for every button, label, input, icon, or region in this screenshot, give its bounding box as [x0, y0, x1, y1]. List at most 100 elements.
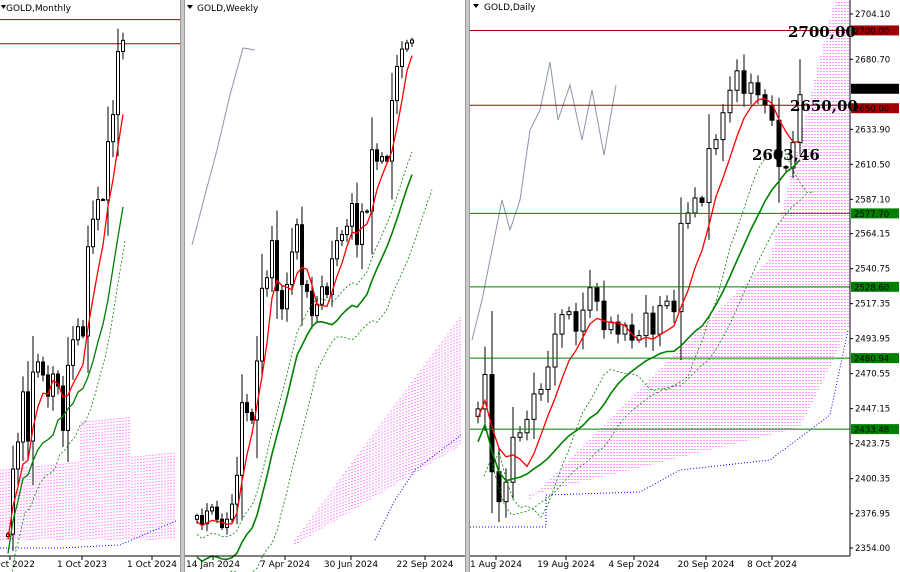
candle[interactable] [678, 222, 684, 313]
candle[interactable] [81, 326, 85, 337]
candle[interactable] [121, 39, 125, 52]
candle[interactable] [210, 506, 214, 512]
candle[interactable] [310, 290, 314, 317]
panel-weekly[interactable]: GOLD,Weekly 14 Jan 2024 7 Apr 2024 30 Jun 2… [185, 0, 465, 572]
candle[interactable] [31, 371, 35, 442]
panel-daily[interactable]: 2704.10 2680.70 2656.83 2650.00 2633.90 2610.… [470, 0, 900, 572]
candle[interactable] [706, 148, 712, 203]
candle[interactable] [195, 514, 199, 520]
candle[interactable] [21, 391, 25, 443]
candle[interactable] [91, 218, 95, 248]
candle[interactable] [275, 240, 279, 292]
candle[interactable] [643, 312, 649, 337]
candle[interactable] [240, 402, 244, 476]
panel-monthly[interactable]: GOLD,Monthly 1 Oct 2022 1 Oct 2023 1 Oct 20… [0, 0, 180, 572]
candle[interactable] [482, 373, 488, 410]
candle[interactable] [650, 312, 656, 335]
candle[interactable] [517, 432, 523, 438]
candle[interactable] [260, 287, 264, 362]
candle[interactable] [106, 141, 110, 201]
candle[interactable] [265, 277, 269, 289]
candle[interactable] [116, 50, 120, 116]
candle[interactable] [370, 149, 374, 212]
candle[interactable] [734, 70, 740, 91]
candle[interactable] [496, 471, 502, 503]
candle[interactable] [375, 149, 379, 162]
candle[interactable] [410, 39, 414, 44]
candle[interactable] [671, 300, 677, 313]
candle[interactable] [692, 197, 698, 214]
candle[interactable] [741, 70, 747, 94]
candle[interactable] [111, 114, 115, 143]
candle[interactable] [587, 287, 593, 311]
candle[interactable] [685, 212, 691, 224]
candle[interactable] [41, 361, 45, 376]
candle[interactable] [355, 203, 359, 245]
candle[interactable] [96, 198, 100, 220]
candle[interactable] [200, 514, 204, 525]
candle[interactable] [783, 166, 789, 169]
candle[interactable] [46, 374, 50, 397]
candle[interactable] [350, 203, 354, 227]
candle[interactable] [489, 373, 495, 473]
candle[interactable] [755, 82, 761, 96]
candle[interactable] [400, 48, 404, 67]
candle[interactable] [390, 100, 394, 162]
candle[interactable] [230, 503, 234, 520]
candle[interactable] [713, 139, 719, 150]
candle[interactable] [305, 284, 309, 292]
candle[interactable] [699, 197, 705, 203]
candle[interactable] [270, 240, 274, 279]
candle[interactable] [559, 314, 565, 335]
candle[interactable] [215, 506, 219, 520]
candle[interactable] [531, 393, 537, 420]
candle[interactable] [552, 333, 558, 368]
candle[interactable] [16, 441, 20, 470]
candle[interactable] [664, 300, 670, 307]
candle[interactable] [594, 287, 600, 302]
candle[interactable] [250, 412, 254, 421]
dropdown-icon[interactable] [187, 5, 193, 9]
candle[interactable] [797, 94, 803, 144]
candle[interactable] [71, 339, 75, 366]
candle[interactable] [285, 284, 289, 310]
candle[interactable] [615, 321, 621, 335]
candle[interactable] [280, 290, 284, 310]
candle[interactable] [205, 510, 209, 525]
candle[interactable] [503, 481, 509, 503]
candle[interactable] [395, 65, 399, 102]
candle[interactable] [510, 436, 516, 483]
candle[interactable] [325, 286, 329, 295]
candle[interactable] [580, 309, 586, 332]
dropdown-icon[interactable] [473, 4, 479, 8]
candle[interactable] [566, 311, 572, 316]
panel-separator[interactable] [465, 0, 470, 572]
candle[interactable] [545, 366, 551, 390]
candle[interactable] [524, 418, 530, 434]
candle[interactable] [235, 474, 239, 505]
candle[interactable] [245, 402, 249, 413]
candle[interactable] [727, 89, 733, 114]
candle[interactable] [380, 156, 384, 162]
panel-separator[interactable] [180, 0, 185, 572]
candle[interactable] [335, 240, 339, 260]
candle[interactable] [61, 385, 65, 431]
candle[interactable] [405, 42, 409, 50]
candle[interactable] [330, 258, 334, 295]
candle[interactable] [340, 234, 344, 242]
candle[interactable] [320, 286, 324, 305]
candle[interactable] [66, 364, 70, 431]
candle[interactable] [601, 300, 607, 331]
candle[interactable] [255, 360, 259, 421]
candle[interactable] [315, 303, 319, 317]
candle[interactable] [290, 251, 294, 286]
candle[interactable] [101, 198, 105, 201]
candle[interactable] [300, 224, 304, 286]
candle[interactable] [76, 326, 80, 341]
candle[interactable] [573, 311, 579, 332]
candle[interactable] [657, 305, 663, 335]
candle[interactable] [345, 225, 349, 236]
candle[interactable] [26, 391, 30, 442]
candle[interactable] [56, 373, 60, 387]
candle[interactable] [295, 224, 299, 253]
